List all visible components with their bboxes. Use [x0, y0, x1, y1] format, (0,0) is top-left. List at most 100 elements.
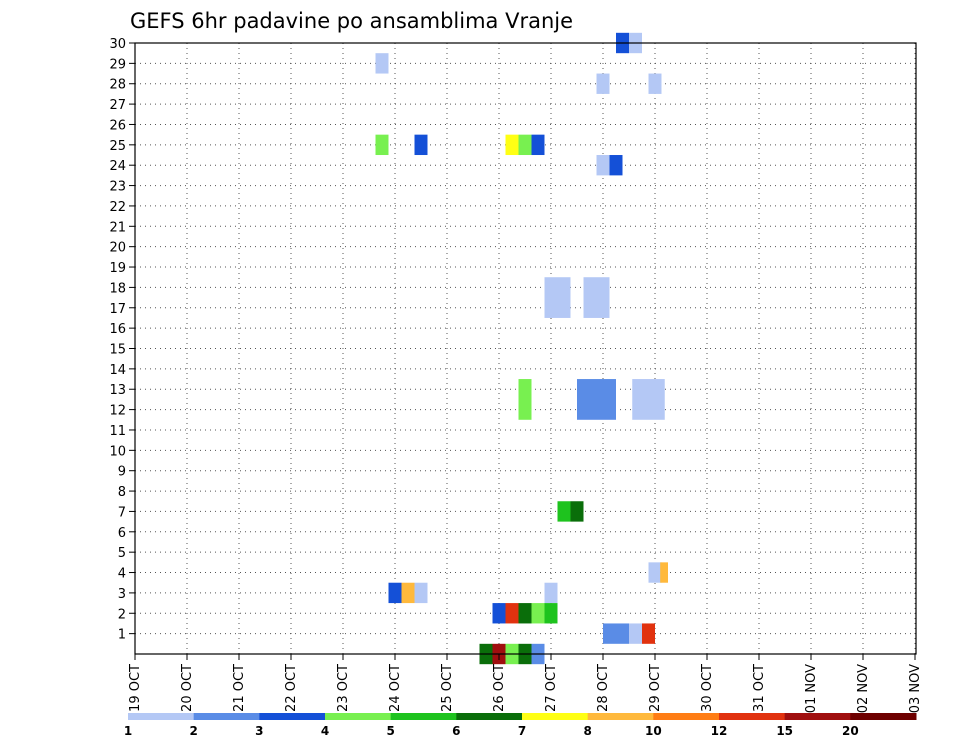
colorbar-swatch	[128, 713, 195, 720]
precip-cell	[544, 603, 558, 624]
x-axis: 19 OCT 20 OCT 21 OCT 22 OCT 23 OCT 24 OCT 25 O…	[128, 654, 923, 713]
y-tick-label: 13	[109, 383, 126, 398]
colorbar-label: 2	[189, 724, 197, 738]
precip-cell	[603, 623, 629, 644]
colorbar-label: 15	[776, 724, 793, 738]
colorbar-label: 8	[583, 724, 591, 738]
y-tick-label: 2	[118, 607, 126, 622]
chart-title: GEFS 6hr padavine po ansamblima Vranje	[130, 9, 573, 33]
y-tick-label: 1	[118, 628, 126, 643]
colorbar-swatch	[784, 713, 851, 720]
precip-cell	[531, 603, 545, 624]
colorbar-label: 5	[386, 724, 394, 738]
y-tick-label: 21	[109, 220, 126, 235]
colorbar-swatch	[325, 713, 392, 720]
y-tick-label: 19	[109, 261, 126, 276]
precip-cell	[518, 134, 532, 156]
precip-cell	[544, 277, 571, 318]
y-tick-label: 28	[109, 78, 126, 93]
precip-cell	[375, 134, 389, 156]
y-tick-label: 8	[118, 485, 126, 500]
y-tick-label: 12	[109, 404, 126, 419]
precip-cell	[518, 603, 532, 624]
x-tick-label: 03 NOV	[908, 664, 923, 713]
colorbar-label: 1	[124, 724, 132, 738]
colorbar-swatch	[719, 713, 786, 720]
y-tick-label: 17	[109, 302, 126, 317]
precip-cell	[414, 134, 428, 156]
x-tick-label: 29 OCT	[648, 664, 663, 712]
colorbar-label: 4	[321, 724, 329, 738]
colorbar-swatch	[390, 713, 457, 720]
precip-cell	[375, 53, 389, 74]
colorbar-swatch	[653, 713, 720, 720]
precip-cell	[648, 73, 662, 94]
x-tick-label: 02 NOV	[856, 664, 871, 713]
y-tick-label: 30	[109, 37, 126, 52]
x-tick-label: 25 OCT	[440, 664, 455, 712]
precip-cell	[632, 379, 665, 420]
colorbar-swatch	[259, 713, 326, 720]
y-tick-label: 9	[118, 465, 126, 480]
x-tick-label: 20 OCT	[180, 664, 195, 712]
colorbar-label: 6	[452, 724, 460, 738]
precip-cells	[375, 32, 668, 665]
colorbar-swatch	[850, 713, 917, 720]
colorbar: 1 2 3 4 5 6 7 8 10 12 15 20	[124, 713, 917, 738]
precip-cell	[660, 562, 668, 583]
y-tick-label: 18	[109, 281, 126, 296]
y-tick-label: 20	[109, 241, 126, 256]
colorbar-label: 20	[842, 724, 859, 738]
colorbar-label: 10	[645, 724, 662, 738]
y-tick-label: 4	[118, 567, 126, 582]
y-tick-label: 14	[109, 363, 126, 378]
y-tick-label: 27	[109, 98, 126, 113]
precip-cell	[609, 155, 623, 176]
precip-cell	[505, 603, 519, 624]
precip-cell	[629, 623, 642, 644]
y-tick-label: 29	[109, 57, 126, 72]
y-tick-label: 25	[109, 139, 126, 154]
precip-cell	[648, 562, 662, 583]
colorbar-label: 12	[711, 724, 728, 738]
precip-cell	[544, 582, 558, 604]
precip-cell	[596, 73, 610, 94]
precip-cell	[642, 623, 655, 644]
y-tick-label: 11	[109, 424, 126, 439]
y-tick-label: 26	[109, 118, 126, 133]
x-tick-label: 22 OCT	[284, 664, 299, 712]
precip-cell	[557, 501, 571, 522]
colorbar-swatch	[193, 713, 260, 720]
x-tick-label: 23 OCT	[336, 664, 351, 712]
x-tick-label: 27 OCT	[544, 664, 559, 712]
x-tick-label: 30 OCT	[700, 664, 715, 712]
y-tick-label: 6	[118, 526, 126, 541]
y-tick-label: 23	[109, 180, 126, 195]
y-tick-label: 24	[109, 159, 126, 174]
y-tick-label: 22	[109, 200, 126, 215]
precip-cell	[577, 379, 616, 420]
colorbar-label: 3	[255, 724, 263, 738]
y-tick-label: 10	[109, 444, 126, 459]
x-tick-label: 21 OCT	[232, 664, 247, 712]
precip-cell	[518, 379, 532, 420]
y-tick-label: 16	[109, 322, 126, 337]
colorbar-swatch	[456, 713, 523, 720]
x-tick-label: 26 OCT	[492, 664, 507, 712]
y-tick-label: 3	[118, 587, 126, 602]
y-tick-label: 5	[118, 546, 126, 561]
x-tick-label: 24 OCT	[388, 664, 403, 712]
precip-cell	[570, 501, 584, 522]
x-tick-label: 31 OCT	[752, 664, 767, 712]
x-tick-label: 28 OCT	[596, 664, 611, 712]
y-axis: 1234567891011121314151617181920212223242…	[109, 37, 135, 643]
colorbar-swatch	[587, 713, 654, 720]
precip-cell	[388, 582, 402, 604]
precip-cell	[505, 134, 519, 156]
precip-cell	[492, 603, 506, 624]
precip-cell	[414, 582, 428, 604]
precip-cell	[583, 277, 610, 318]
precip-cell	[531, 134, 545, 156]
precip-cell	[596, 155, 610, 176]
